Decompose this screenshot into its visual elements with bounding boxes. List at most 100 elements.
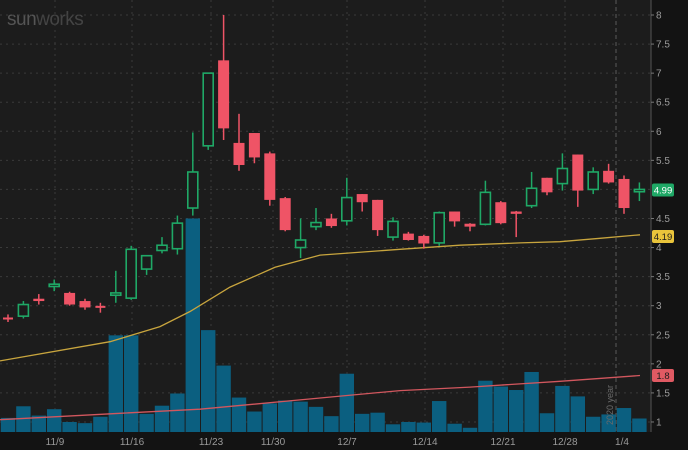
candle-body-up[interactable]	[633, 188, 646, 193]
volume-bar[interactable]	[509, 390, 524, 432]
candle-body-down[interactable]	[356, 194, 368, 203]
candle-body-down[interactable]	[233, 142, 245, 166]
volume-bar[interactable]	[539, 413, 555, 432]
volume-bar[interactable]	[601, 414, 616, 432]
candle-body-down[interactable]	[510, 211, 522, 214]
volume-bar[interactable]	[339, 373, 354, 432]
candle-body-up[interactable]	[202, 72, 214, 147]
volume-bar[interactable]	[216, 365, 231, 432]
candle-body-down[interactable]	[495, 202, 507, 224]
candle-body-up[interactable]	[587, 171, 600, 191]
volume-bar[interactable]	[432, 401, 447, 432]
volume-bar[interactable]	[139, 413, 154, 432]
brand-logo: sunworks	[7, 9, 84, 31]
volume-bar[interactable]	[385, 424, 401, 432]
candle-body-down[interactable]	[279, 198, 291, 231]
candle-body-up[interactable]	[310, 221, 322, 228]
candle-body-down[interactable]	[449, 211, 461, 222]
volume-bar[interactable]	[124, 335, 139, 432]
candle-body-up[interactable]	[110, 292, 122, 297]
volume-bar[interactable]	[185, 218, 200, 432]
candle-body-down[interactable]	[618, 178, 630, 209]
volume-bar[interactable]	[370, 412, 385, 432]
volume-bar[interactable]	[231, 397, 247, 432]
candle-body-up[interactable]	[340, 196, 353, 222]
volume-bar[interactable]	[77, 423, 93, 432]
candle-body-up[interactable]	[17, 303, 30, 317]
volume-ma-badge	[652, 368, 674, 382]
candle-body-down[interactable]	[603, 170, 615, 183]
volume-bar[interactable]	[478, 380, 493, 432]
y-tick-label: 6.5	[656, 98, 670, 109]
volume-bar[interactable]	[16, 406, 31, 432]
y-tick-label: 4	[656, 243, 662, 254]
x-tick-label: 12/7	[337, 437, 357, 448]
volume-bar[interactable]	[0, 417, 16, 432]
ma-price-badge-text: 4.19	[654, 232, 673, 243]
candle-body-down[interactable]	[572, 154, 584, 191]
volume-bar[interactable]	[62, 421, 77, 432]
candle-body-down[interactable]	[418, 235, 430, 244]
volume-bar[interactable]	[247, 411, 262, 432]
candle-body-up[interactable]	[140, 254, 153, 270]
volume-bar[interactable]	[570, 396, 585, 432]
last-price-badge	[652, 183, 674, 197]
candle-body-up[interactable]	[294, 239, 307, 249]
volume-bar[interactable]	[108, 335, 123, 432]
candle-body-down[interactable]	[79, 301, 91, 308]
candle-body-down[interactable]	[402, 233, 414, 241]
volume-bar[interactable]	[462, 427, 478, 432]
volume-bar[interactable]	[447, 423, 462, 432]
x-tick-label: 11/9	[46, 437, 65, 448]
volume-bar[interactable]	[493, 386, 508, 432]
candle-body-down[interactable]	[372, 199, 384, 231]
candle-body-down[interactable]	[541, 177, 553, 193]
x-tick-label: 12/21	[490, 437, 515, 448]
volume-bar[interactable]	[324, 416, 339, 432]
volume-bar[interactable]	[278, 400, 293, 432]
candle-body-down[interactable]	[64, 292, 76, 305]
volume-bar[interactable]	[293, 401, 308, 432]
candle-body-up[interactable]	[48, 283, 61, 288]
candle-body-up[interactable]	[187, 171, 199, 209]
logo-text-works: works	[36, 9, 84, 30]
volume-moving-average-line	[0, 374, 641, 421]
x-tick-label: 1/4	[615, 437, 629, 448]
volume-bar[interactable]	[616, 408, 632, 432]
volume-bar[interactable]	[401, 421, 416, 432]
volume-bar[interactable]	[93, 416, 108, 432]
candle-body-up[interactable]	[156, 244, 168, 252]
candle-body-up[interactable]	[525, 187, 538, 207]
candle-body-down[interactable]	[218, 60, 230, 129]
volume-bar[interactable]	[355, 413, 370, 432]
volume-bar[interactable]	[632, 418, 647, 432]
candle-body-up[interactable]	[171, 222, 184, 250]
candle-body-up[interactable]	[433, 211, 446, 244]
candle-body-up[interactable]	[479, 191, 492, 226]
volume-bar[interactable]	[586, 416, 601, 432]
candle-body-down[interactable]	[464, 223, 476, 227]
y-tick-label: 2	[656, 359, 662, 370]
volume-bar[interactable]	[416, 422, 431, 432]
volume-bar[interactable]	[262, 403, 277, 432]
candle-body-down[interactable]	[33, 298, 45, 302]
candle-body-up[interactable]	[125, 248, 137, 299]
candle-body-up[interactable]	[556, 167, 569, 185]
volume-bar[interactable]	[524, 371, 539, 432]
candle-body-down[interactable]	[264, 153, 276, 200]
y-tick-label: 1	[656, 417, 662, 428]
y-tick-label: 8	[656, 11, 662, 22]
candle-body-down[interactable]	[248, 133, 260, 158]
candle-body-down[interactable]	[325, 218, 337, 227]
volume-bar[interactable]	[47, 409, 62, 432]
volume-bar[interactable]	[170, 393, 185, 432]
volume-bar[interactable]	[308, 406, 324, 432]
candle-body-up[interactable]	[387, 220, 399, 238]
volume-bar[interactable]	[201, 330, 216, 432]
volume-bar[interactable]	[555, 385, 570, 432]
volume-bar[interactable]	[154, 405, 170, 432]
volume-bar[interactable]	[31, 415, 46, 432]
y-tick-label: 3.5	[656, 272, 670, 283]
